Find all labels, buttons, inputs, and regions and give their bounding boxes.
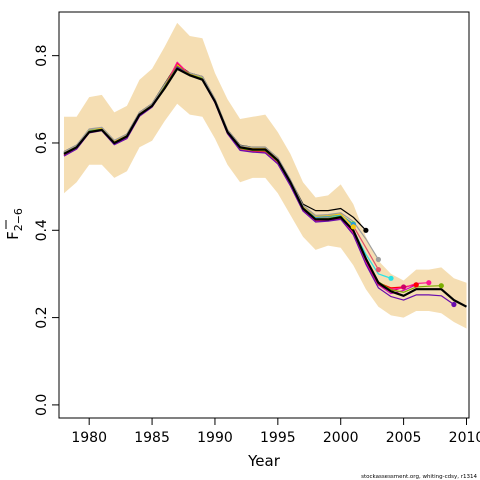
retro-end-point-5 xyxy=(388,275,394,281)
y-tick-label: 0.8 xyxy=(34,45,50,67)
x-tick-label: 1990 xyxy=(197,430,233,446)
retro-end-point-1 xyxy=(363,227,369,233)
retro-end-point-12 xyxy=(438,283,444,289)
y-axis-label-main: F xyxy=(4,231,22,240)
x-axis-label: Year xyxy=(247,452,281,470)
x-tick-label: 2000 xyxy=(323,430,359,446)
y-tick-label: 0.6 xyxy=(34,132,50,154)
y-tick-label: 0.4 xyxy=(34,219,50,241)
retro-end-point-13 xyxy=(451,301,457,308)
retro-end-point-11 xyxy=(426,280,432,286)
y-tick-label: 0.0 xyxy=(34,394,50,416)
end-dots-layer xyxy=(350,221,457,308)
y-axis-label-subscript: 2−6 xyxy=(12,208,25,231)
y-axis-label: F2−6 xyxy=(4,208,25,240)
retro-end-point-8 xyxy=(375,256,381,263)
svg-text:F2−6: F2−6 xyxy=(4,208,25,240)
x-tick-label: 1985 xyxy=(134,430,170,446)
retro-end-point-9 xyxy=(401,284,407,290)
retro-line-12 xyxy=(63,65,442,293)
series-layer xyxy=(63,61,468,308)
retro-end-point-7 xyxy=(350,224,356,230)
footer-credit: stockassessment.org, whiting-cdsy, r1314 xyxy=(361,474,477,480)
x-tick-label: 2010 xyxy=(449,430,480,446)
confidence-band-layer xyxy=(64,22,467,329)
confidence-band xyxy=(64,22,467,329)
retro-end-point-2 xyxy=(375,267,381,273)
retro-end-point-10 xyxy=(413,282,419,288)
retro-line-13 xyxy=(63,66,455,305)
y-tick-label: 0.2 xyxy=(34,306,50,328)
x-tick-label: 2005 xyxy=(386,430,422,446)
x-tick-label: 1995 xyxy=(260,430,296,446)
y-axis: 0.0 0.2 0.4 0.6 0.8 xyxy=(34,45,59,416)
plot-frame xyxy=(58,11,470,419)
main-estimate-line xyxy=(63,67,468,308)
x-axis: 1980 1985 1990 1995 2000 2005 2010 xyxy=(71,418,480,446)
x-tick-label: 1980 xyxy=(71,430,107,446)
